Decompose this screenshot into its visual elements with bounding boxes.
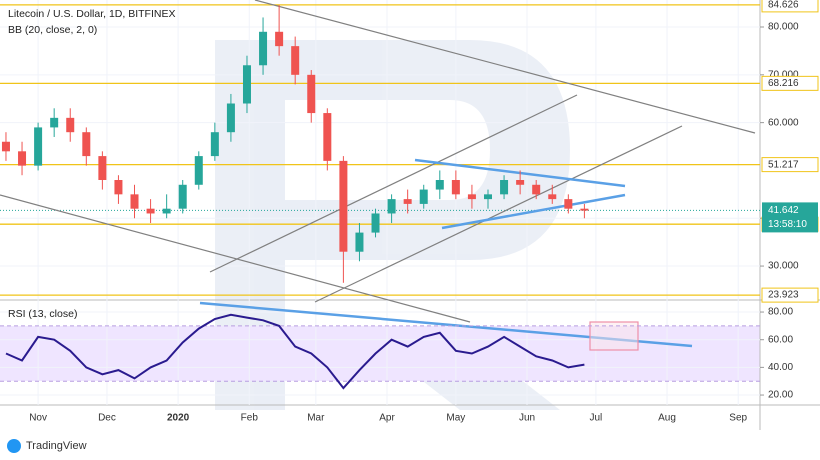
x-tick-label: Jun [519, 413, 535, 424]
x-tick-label: Nov [29, 413, 47, 424]
level-tag [761, 75, 819, 91]
rsi-tick-label: 80.00 [768, 307, 793, 318]
last-price-label: 41.642 [768, 205, 799, 216]
level-label: 84.626 [768, 0, 799, 11]
candle-body [291, 46, 300, 75]
candle-body [500, 180, 509, 195]
candle-body [178, 184, 187, 209]
level-label: 68.216 [768, 78, 799, 89]
candle-body [339, 160, 348, 252]
candle-body [451, 180, 460, 195]
candle-body [435, 180, 444, 190]
candle-body [194, 156, 203, 185]
x-tick-label: Mar [307, 413, 325, 424]
brand: TradingView [26, 440, 87, 452]
candle-body [419, 189, 428, 204]
candle-body [114, 180, 123, 195]
candle-body [403, 199, 412, 204]
candle-body [355, 232, 364, 252]
candle-body [467, 194, 476, 200]
candle-body [275, 31, 284, 47]
y-tick-label: 80.000 [768, 22, 799, 33]
x-tick-label: May [446, 413, 465, 424]
candle-body [259, 31, 268, 66]
candles [1, 5, 589, 283]
candle-body [50, 117, 59, 128]
candle-body [483, 194, 492, 200]
countdown: 13:58:10 [768, 219, 807, 230]
logo: TradingView [7, 439, 87, 453]
last-price-tag [762, 202, 818, 233]
target-box [589, 321, 639, 351]
candle-body [210, 132, 219, 157]
y-tick-label: 70.000 [768, 69, 799, 80]
trend-lines [0, 0, 756, 323]
candle-body [371, 213, 380, 233]
level-tag [761, 287, 819, 303]
candle-body [226, 103, 235, 133]
candle-body [18, 151, 27, 166]
level-tag [761, 0, 819, 13]
level-label: 51.217 [768, 159, 799, 170]
candle-body [98, 156, 107, 180]
rsi-title: RSI (13, close) [8, 308, 77, 320]
rsi [0, 313, 760, 390]
axes: 30.00040.00060.00070.00080.00020.0040.00… [29, 0, 819, 424]
x-tick-label: Apr [379, 413, 395, 424]
candle-body [323, 113, 332, 161]
candle-body [1, 141, 10, 152]
x-tick-label: Jul [589, 413, 602, 424]
rsi-tick-label: 40.00 [768, 362, 793, 373]
candle-body [130, 194, 139, 209]
levels [0, 4, 760, 296]
x-tick-label: Feb [241, 413, 259, 424]
y-tick-label: 30.000 [768, 261, 799, 272]
x-tick-label: 2020 [167, 413, 190, 424]
indicator-label: BB (20, close, 2, 0) [8, 24, 97, 36]
x-tick-label: Aug [658, 413, 676, 424]
x-tick-label: Sep [729, 413, 747, 424]
level-label: 23.923 [768, 290, 799, 301]
candle-body [516, 180, 525, 185]
rsi-tick-label: 60.00 [768, 334, 793, 345]
y-tick-label: 60.000 [768, 117, 799, 128]
candle-body [580, 208, 589, 211]
candle-body [242, 65, 251, 104]
candle-body [66, 117, 75, 133]
candle-body [532, 184, 541, 195]
rsi-line [5, 313, 585, 390]
candle-body [34, 127, 43, 166]
candle-body [548, 194, 557, 200]
chart-title: Litecoin / U.S. Dollar, 1D, BITFINEX [8, 8, 175, 20]
level-tag [761, 157, 819, 173]
x-tick-label: Dec [98, 413, 116, 424]
grid [0, 0, 760, 405]
candle-body [307, 74, 316, 114]
rsi-band [0, 326, 760, 381]
candle-body [387, 199, 396, 214]
candle-body [162, 208, 171, 214]
candle-body [564, 199, 573, 209]
rsi-tick-label: 20.00 [768, 390, 793, 401]
candle-body [82, 132, 91, 157]
candle-body [146, 208, 155, 214]
